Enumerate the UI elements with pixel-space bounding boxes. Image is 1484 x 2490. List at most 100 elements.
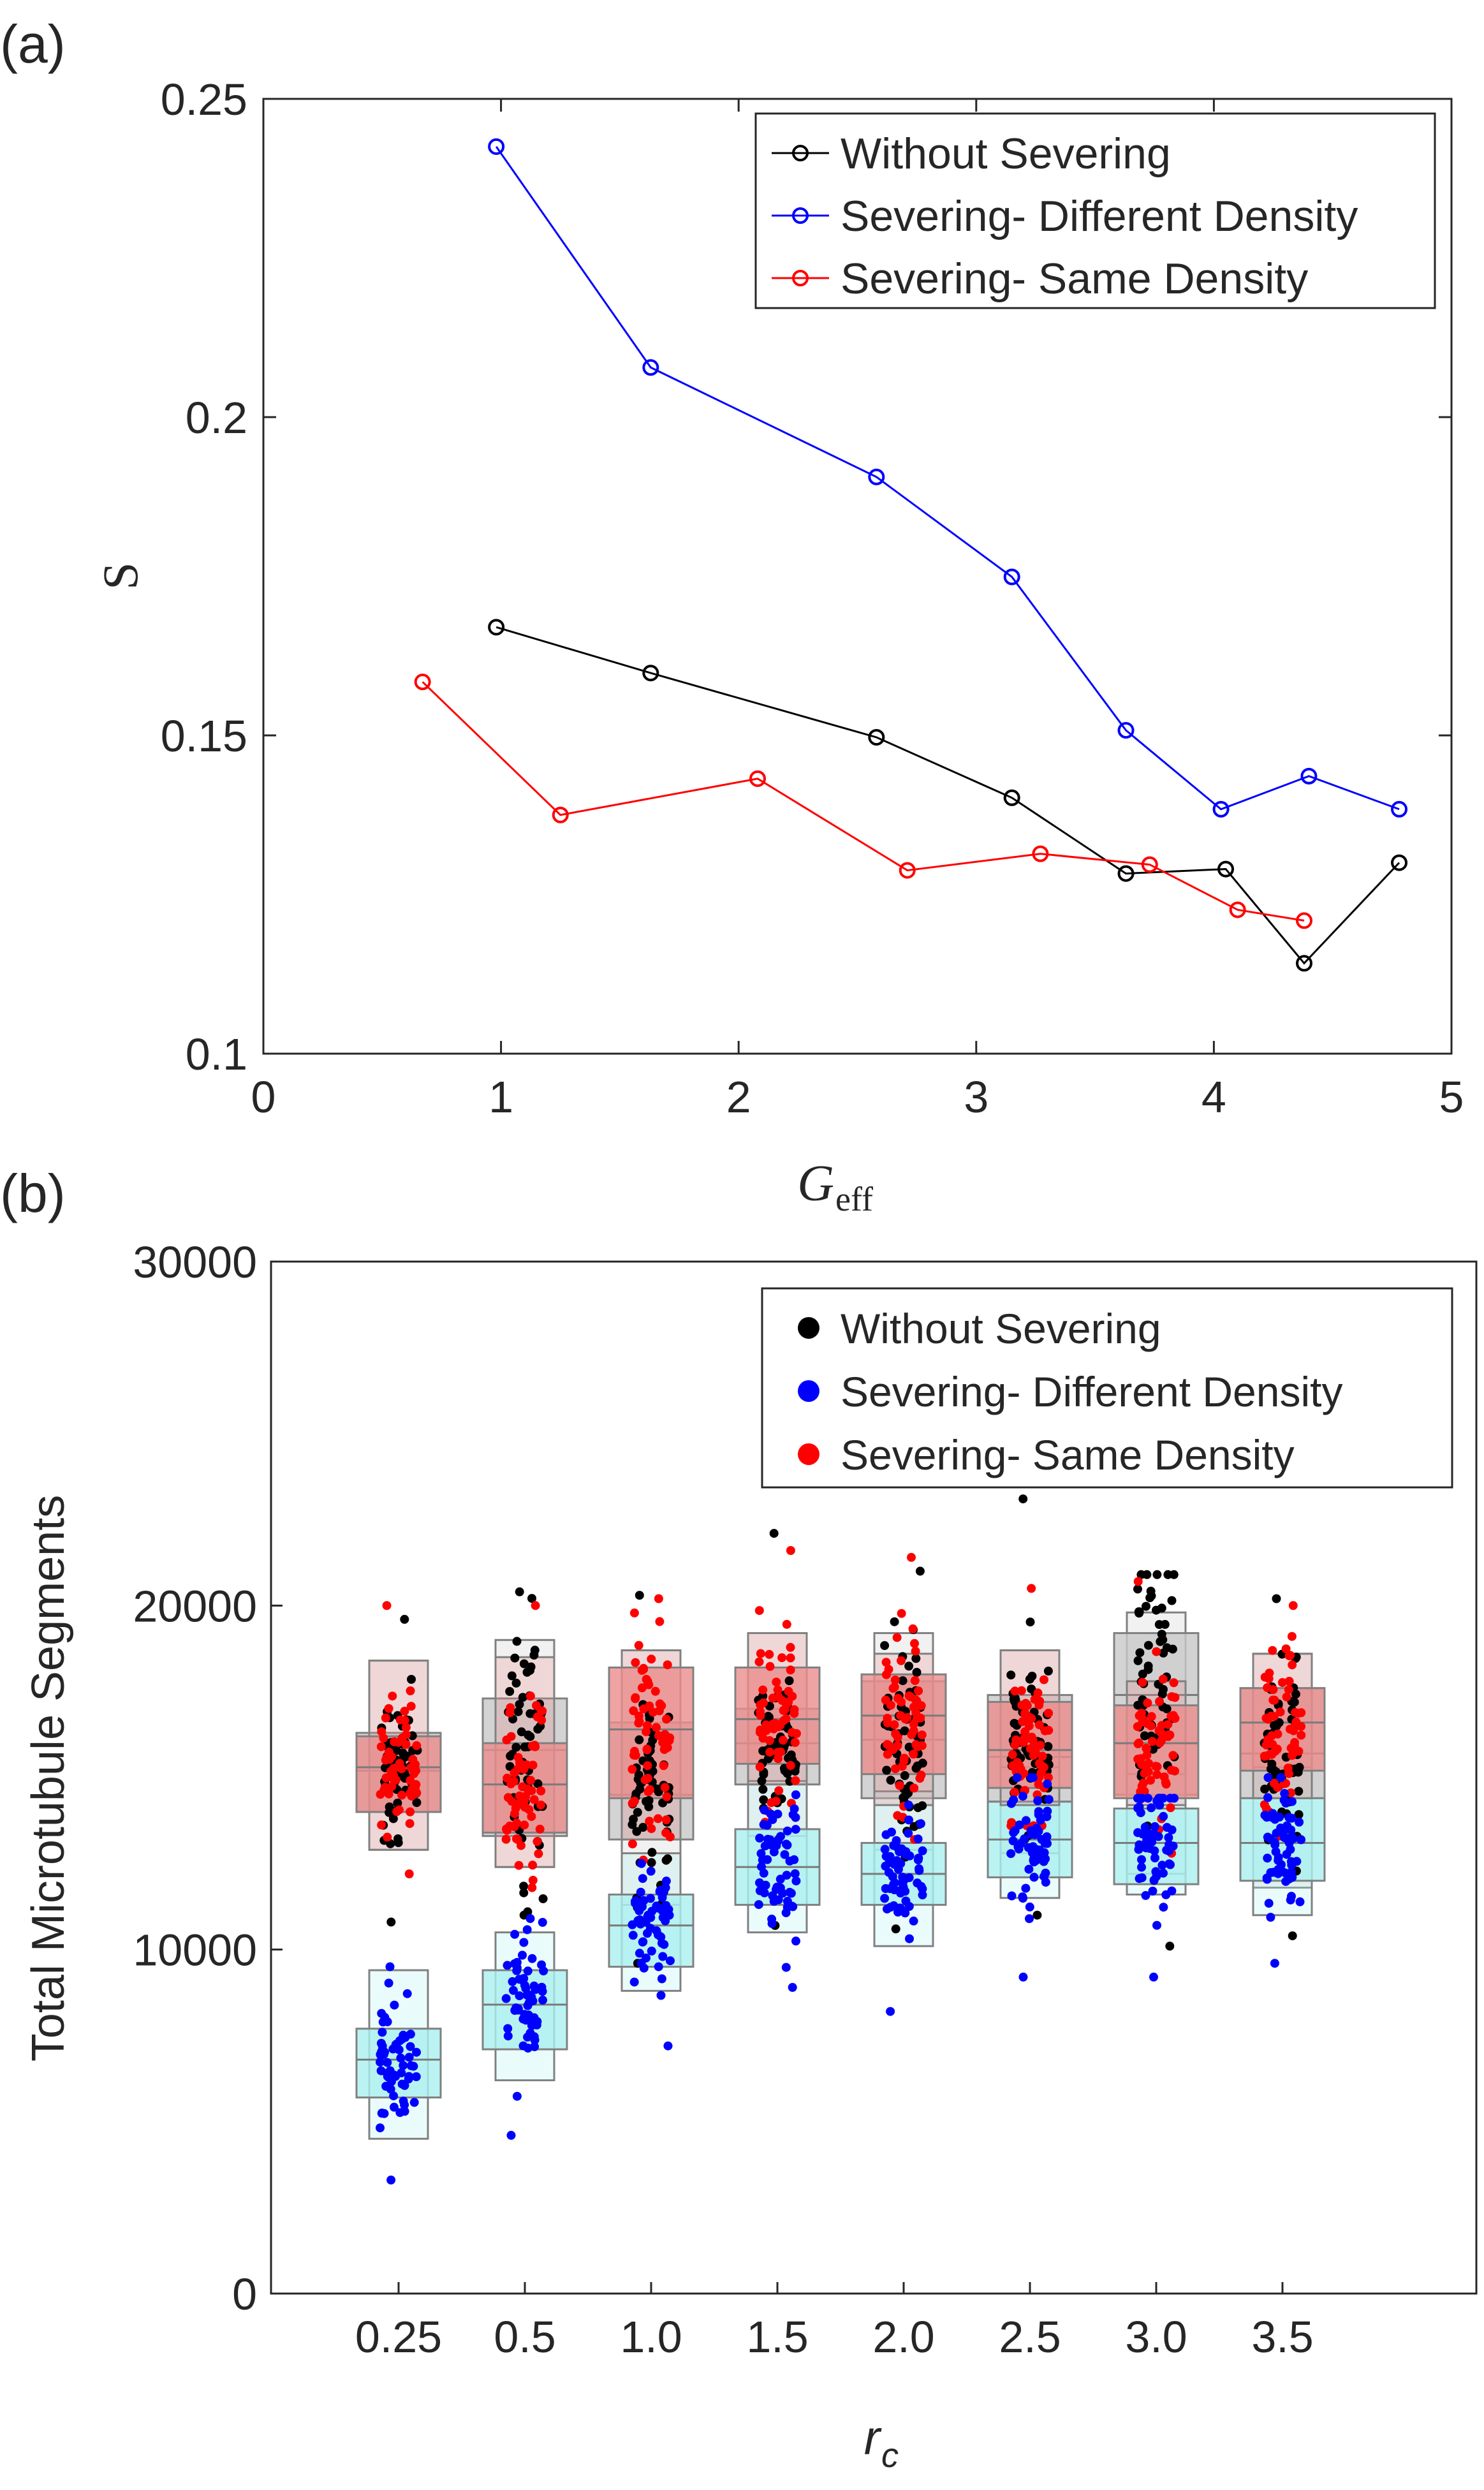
panel-b-data-point bbox=[1290, 1738, 1299, 1747]
panel-a-xtick-label: 1 bbox=[489, 1072, 513, 1122]
panel-b-data-point bbox=[761, 1880, 770, 1890]
panel-b-data-point bbox=[1149, 1875, 1159, 1885]
panel-a-data-point bbox=[642, 665, 659, 682]
panel-b-data-point bbox=[893, 1811, 902, 1820]
panel-a-data-point bbox=[1003, 789, 1020, 806]
panel-b-data-point bbox=[880, 1641, 890, 1650]
panel-b-points-0-1 bbox=[503, 1587, 548, 1920]
panel-a-data-point bbox=[1295, 912, 1312, 929]
panel-b-data-point bbox=[633, 1808, 642, 1817]
panel-b-data-point bbox=[1169, 1678, 1179, 1688]
panel-b-data-point bbox=[635, 1949, 644, 1958]
panel-b-data-point bbox=[765, 1649, 774, 1659]
legend-b-label-different-density: Severing- Different Density bbox=[841, 1368, 1342, 1415]
panel-a-data-point bbox=[1391, 854, 1408, 871]
panel-b-data-point bbox=[1289, 1697, 1299, 1707]
panel-b-data-point bbox=[646, 1894, 655, 1903]
panel-b-data-point bbox=[778, 1735, 788, 1745]
panel-a-series-line bbox=[495, 145, 1400, 811]
panel-b-data-point bbox=[501, 1994, 511, 2003]
panel-b-data-point bbox=[521, 1792, 531, 1801]
panel-b-data-point bbox=[1164, 1859, 1174, 1869]
panel-b-data-point bbox=[1137, 1855, 1146, 1864]
panel-b-points-2-1 bbox=[501, 1601, 547, 1892]
panel-b-data-point bbox=[642, 1675, 651, 1684]
panel-b-data-point bbox=[663, 1854, 672, 1864]
panel-b-data-point bbox=[755, 1833, 765, 1843]
panel-b-data-point bbox=[412, 2047, 421, 2057]
panel-b-data-point bbox=[1157, 1630, 1166, 1639]
panel-b-data-point bbox=[1015, 1820, 1024, 1830]
panel-b-data-point bbox=[409, 2098, 419, 2107]
panel-b-data-point bbox=[1156, 1637, 1165, 1646]
panel-b-data-point bbox=[530, 2042, 540, 2051]
panel-b-data-point bbox=[910, 1676, 920, 1685]
panel-b-data-point bbox=[893, 1741, 902, 1750]
panel-b-data-point bbox=[381, 1713, 390, 1723]
panel-b-data-point bbox=[1043, 1742, 1053, 1751]
panel-b-data-point bbox=[1034, 1758, 1044, 1768]
panel-b-data-point bbox=[1287, 1632, 1297, 1641]
panel-b-points-1-3 bbox=[754, 1790, 801, 1992]
panel-b-data-point bbox=[911, 1646, 920, 1656]
panel-b-data-point bbox=[1148, 1887, 1157, 1896]
panel-b-data-point bbox=[385, 1802, 394, 1811]
panel-a-data-point bbox=[1295, 955, 1312, 972]
panel-b-data-point bbox=[652, 1926, 661, 1936]
panel-b-data-point bbox=[644, 1802, 654, 1811]
panel-b-data-point bbox=[885, 1741, 893, 1750]
panel-b-data-point bbox=[1161, 1890, 1171, 1899]
panel-b-data-point bbox=[644, 1796, 654, 1805]
panel-b-data-point bbox=[886, 1700, 895, 1710]
panel-b-data-point bbox=[400, 1706, 409, 1716]
panel-b-data-point bbox=[1143, 1640, 1153, 1650]
panel-b-data-point bbox=[1010, 1697, 1020, 1706]
panel-b-data-point bbox=[1133, 1755, 1143, 1764]
panel-b-data-point bbox=[765, 1748, 775, 1757]
panel-b-data-point bbox=[781, 1714, 791, 1723]
panel-b-data-point bbox=[772, 1882, 782, 1892]
panel-b-data-point bbox=[511, 1678, 521, 1688]
panel-b-ytick-label: 30000 bbox=[133, 1237, 257, 1287]
panel-b-data-point bbox=[639, 1663, 649, 1673]
panel-b-data-point bbox=[404, 2072, 414, 2081]
panel-b-data-point bbox=[916, 1882, 926, 1891]
panel-b-data-point bbox=[1036, 1741, 1045, 1750]
panel-b-data-point bbox=[918, 1890, 927, 1899]
panel-b-data-point bbox=[409, 1780, 419, 1790]
panel-b-data-point bbox=[1043, 1779, 1052, 1788]
panel-b-data-point bbox=[1152, 1647, 1161, 1656]
panel-b-data-point bbox=[412, 1741, 422, 1750]
panel-b-data-point bbox=[1134, 1607, 1143, 1616]
panel-b-data-point bbox=[900, 1714, 910, 1724]
panel-b-data-point bbox=[904, 1788, 913, 1798]
panel-b-data-point bbox=[791, 1813, 800, 1822]
panel-b-data-point bbox=[1139, 1778, 1148, 1788]
panel-b-data-point bbox=[782, 1619, 791, 1629]
panel-b-data-point bbox=[505, 1762, 515, 1771]
panel-b-data-point bbox=[1290, 1764, 1300, 1774]
panel-b-data-point bbox=[406, 1788, 415, 1798]
panel-b-data-point bbox=[1287, 1868, 1297, 1876]
panel-b-data-point bbox=[765, 1661, 775, 1671]
panel-b-data-point bbox=[519, 1882, 529, 1891]
panel-b-data-point bbox=[390, 2102, 399, 2112]
panel-b-data-point bbox=[665, 1910, 674, 1920]
panel-b-data-point bbox=[1297, 1730, 1306, 1740]
panel-b-data-point bbox=[510, 1929, 520, 1939]
panel-b-data-point bbox=[1013, 1842, 1023, 1852]
panel-b-data-point bbox=[525, 1914, 535, 1924]
panel-b-data-point bbox=[1146, 1776, 1155, 1785]
legend-b-label-same-density: Severing- Same Density bbox=[841, 1431, 1295, 1478]
panel-b-data-point bbox=[518, 1950, 527, 1960]
panel-b-data-point bbox=[1271, 1847, 1281, 1857]
panel-b-data-point bbox=[634, 1718, 643, 1728]
panel-b-data-point bbox=[1008, 1836, 1018, 1846]
panel-b-data-point bbox=[646, 1866, 656, 1876]
panel-b-data-point bbox=[638, 1874, 647, 1883]
panel-b-data-point bbox=[756, 1649, 765, 1658]
panel-b-data-point bbox=[914, 1853, 923, 1863]
panel-b-data-point bbox=[412, 1788, 422, 1798]
legend-b-marker-without-severing bbox=[798, 1317, 819, 1339]
panel-b-data-point bbox=[1137, 1794, 1147, 1803]
